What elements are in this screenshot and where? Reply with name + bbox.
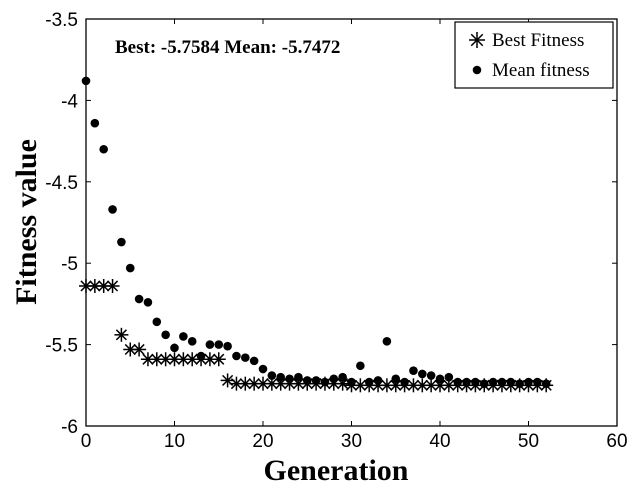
mean-fitness-point [488, 377, 498, 387]
x-tick-label: 60 [606, 431, 627, 452]
legend: Best Fitness Mean fitness [454, 21, 614, 89]
mean-fitness-point [108, 205, 117, 214]
legend-label-mean-fitness: Mean fitness [492, 60, 590, 81]
mean-fitness-point [435, 374, 445, 384]
best-fitness-point [264, 376, 279, 391]
x-tick-label: 40 [429, 431, 450, 452]
x-tick-label: 30 [341, 431, 362, 452]
legend-label-best-fitness: Best Fitness [492, 30, 584, 51]
fitness-annotation: Best: -5.7584 Mean: -5.7472 [115, 37, 340, 58]
series-layer [79, 76, 554, 393]
mean-fitness-point [249, 356, 259, 366]
mean-fitness-point [276, 372, 286, 382]
mean-fitness-point [479, 379, 489, 388]
mean-fitness-point [391, 374, 401, 384]
mean-fitness-point [356, 361, 365, 371]
mean-fitness-point [506, 377, 516, 387]
y-tick-label: -3.5 [45, 10, 78, 31]
mean-fitness-point [515, 379, 524, 388]
mean-fitness-point [524, 377, 533, 387]
y-tick-label: -4.5 [45, 173, 78, 194]
mean-fitness-point [409, 366, 418, 375]
mean-fitness-point [232, 351, 241, 361]
mean-fitness-point [373, 376, 383, 385]
legend-asterisk [469, 32, 485, 48]
mean-fitness-point [241, 353, 250, 362]
mean-fitness-point [329, 374, 339, 384]
mean-fitness-point [311, 376, 321, 385]
y-tick-label: -4 [61, 91, 78, 112]
y-tick-label: -5 [61, 254, 78, 275]
mean-fitness-point [533, 377, 542, 387]
best-fitness-point [114, 327, 129, 342]
mean-fitness-point [267, 371, 277, 380]
best-fitness-point [105, 278, 120, 293]
mean-fitness-point [382, 337, 392, 346]
mean-fitness-point [143, 297, 153, 307]
mean-fitness-point [152, 317, 162, 327]
mean-fitness-point [302, 376, 312, 385]
legend-box [454, 21, 614, 89]
mean-fitness-point [223, 341, 232, 351]
mean-fitness-point [99, 144, 108, 154]
best-fitness-point [167, 352, 182, 367]
series-mean-fitness [81, 76, 551, 388]
best-fitness-point [424, 378, 439, 393]
y-axis-title: Fitness value [10, 139, 43, 305]
mean-fitness-point [117, 237, 126, 247]
best-fitness-point [132, 342, 147, 357]
best-fitness-point [79, 278, 93, 293]
mean-fitness-point [426, 371, 436, 380]
best-fitness-point [185, 352, 200, 367]
mean-fitness-point [294, 372, 303, 382]
mean-fitness-point [541, 379, 551, 388]
x-tick-label: 20 [252, 431, 273, 452]
legend-marker-best-fitness [469, 32, 485, 48]
mean-fitness-point [90, 118, 100, 128]
x-axis-title: Generation [264, 454, 409, 487]
mean-fitness-point [134, 294, 144, 304]
mean-fitness-point [364, 377, 374, 387]
mean-fitness-point [453, 377, 463, 387]
mean-fitness-point [161, 330, 170, 340]
mean-fitness-point [205, 340, 215, 349]
mean-fitness-point [497, 377, 507, 387]
mean-fitness-point [418, 369, 427, 379]
x-tick-label: 50 [518, 431, 539, 452]
y-tick-label: -6 [61, 417, 78, 438]
mean-fitness-point [214, 340, 224, 349]
mean-fitness-point [125, 263, 135, 273]
mean-fitness-point [196, 351, 206, 361]
mean-fitness-point [338, 372, 347, 382]
x-tick-label: 10 [164, 431, 185, 452]
y-tick-label: -5.5 [45, 336, 78, 357]
mean-fitness-point [81, 76, 91, 86]
mean-fitness-point [170, 343, 179, 353]
mean-fitness-point [400, 377, 409, 387]
x-tick-label: 0 [81, 431, 92, 452]
mean-fitness-point [285, 374, 294, 384]
mean-fitness-point [347, 377, 356, 387]
best-fitness-point [433, 378, 447, 393]
mean-fitness-point [258, 364, 268, 374]
mean-fitness-point [179, 332, 188, 341]
mean-fitness-point [444, 372, 454, 382]
legend-marker-mean-fitness [472, 65, 482, 75]
y-axis: -3.5 -4 -4.5 -5 -5.5 -6 [45, 10, 617, 438]
mean-fitness-point [462, 377, 471, 387]
mean-fitness-point [187, 337, 197, 346]
mean-fitness-point [320, 377, 330, 387]
mean-fitness-point [471, 377, 480, 387]
best-fitness-point [211, 352, 226, 367]
